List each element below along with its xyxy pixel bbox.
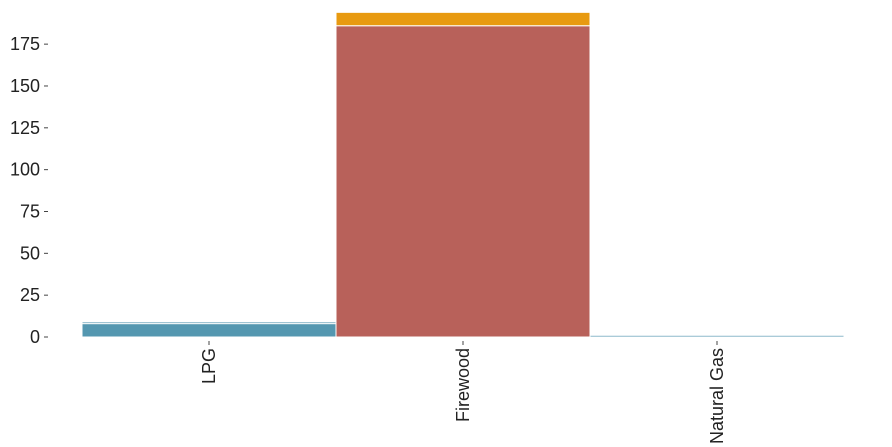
y-tick-label: 75: [20, 201, 40, 221]
bar-firewood-segment-3: [335, 11, 591, 27]
y-tick-label: 125: [10, 118, 40, 138]
bar-lpg-segment-1: [81, 321, 337, 325]
y-axis: 0 25 50 75 100 125 150 175: [10, 34, 48, 347]
bar-natural-gas-segment-0: [589, 334, 845, 338]
y-tick-label: 0: [30, 327, 40, 347]
y-tick-label: 100: [10, 160, 40, 180]
y-tick-label: 25: [20, 285, 40, 305]
x-tick-label-natural-gas: Natural Gas: [707, 348, 727, 444]
y-tick-label: 150: [10, 76, 40, 96]
x-tick-label-firewood: Firewood: [453, 348, 473, 422]
x-axis: LPG Firewood Natural Gas: [199, 341, 727, 444]
y-tick-label: 175: [10, 34, 40, 54]
y-tick-label: 50: [20, 243, 40, 263]
bar-firewood-segment-0: [335, 25, 591, 338]
x-tick-label-lpg: LPG: [199, 348, 219, 384]
bar-lpg-segment-0: [81, 323, 337, 338]
bars-group: [81, 11, 845, 338]
